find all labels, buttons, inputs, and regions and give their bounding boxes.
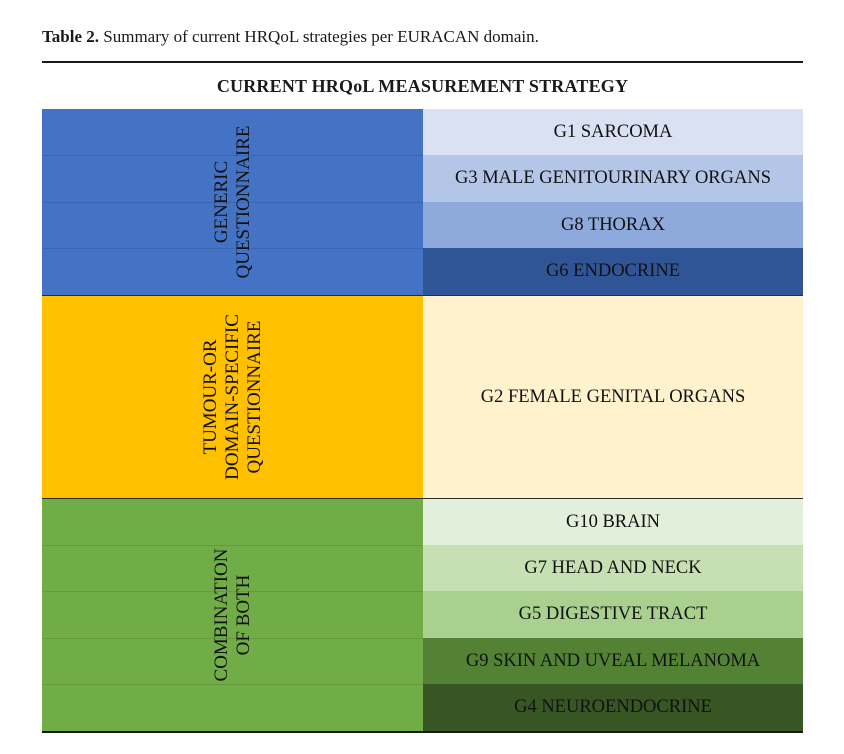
domain-cell-g9-skin-uveal-melanoma: G9 SKIN AND UVEAL MELANOMA [423,638,803,684]
row-divider [42,248,423,249]
domain-cell-g8-thorax: G8 THORAX [423,202,803,248]
domain-cell-g4-neuroendocrine: G4 NEUROENDOCRINE [423,684,803,731]
table-caption: Table 2. Summary of current HRQoL strate… [42,27,539,47]
category-label-line: QUESTIONNAIRE [243,320,265,474]
top-rule [42,61,803,63]
category-label-line: TUMOUR-OR [199,339,221,455]
category-label: COMBINATION OF BOTH [211,549,255,682]
table-caption-text: Summary of current HRQoL strategies per … [99,27,539,46]
table-header: CURRENT HRQoL MEASUREMENT STRATEGY [216,76,629,96]
category-label-line: GENERIC [210,160,232,244]
domain-cell-g6-endocrine: G6 ENDOCRINE [423,248,803,295]
category-label-line: DOMAIN-SPECIFIC [221,314,243,480]
row-divider [42,202,423,203]
category-label-line: QUESTIONNAIRE [232,125,254,279]
bottom-rule [42,731,803,733]
domain-cell-g5-digestive-tract: G5 DIGESTIVE TRACT [423,591,803,638]
strategy-table: GENERIC QUESTIONNAIRE G1 SARCOMA G3 MALE… [42,109,803,733]
domain-cell-g1-sarcoma: G1 SARCOMA [423,109,803,155]
group-separator [42,498,803,499]
row-divider [42,684,423,685]
category-label-line: OF BOTH [232,574,254,656]
category-label: TUMOUR-OR DOMAIN-SPECIFIC QUESTIONNAIRE [200,314,266,480]
row-divider [42,155,423,156]
row-divider [42,545,423,546]
group-separator [42,295,803,296]
domain-cell-g10-brain: G10 BRAIN [423,499,803,545]
table-caption-label: Table 2. [42,27,100,46]
row-divider [42,638,423,639]
domain-cell-g2-female-genital: G2 FEMALE GENITAL ORGANS [423,296,803,498]
category-label: GENERIC QUESTIONNAIRE [211,125,255,278]
domain-cell-g3-male-genitourinary: G3 MALE GENITOURINARY ORGANS [423,155,803,202]
domain-cell-g7-head-and-neck: G7 HEAD AND NECK [423,545,803,591]
category-generic-questionnaire: GENERIC QUESTIONNAIRE [42,109,423,295]
category-label-line: COMBINATION [210,548,232,682]
category-combination-of-both: COMBINATION OF BOTH [42,499,423,731]
row-divider [42,591,423,592]
category-tumour-specific-questionnaire: TUMOUR-OR DOMAIN-SPECIFIC QUESTIONNAIRE [42,296,423,498]
